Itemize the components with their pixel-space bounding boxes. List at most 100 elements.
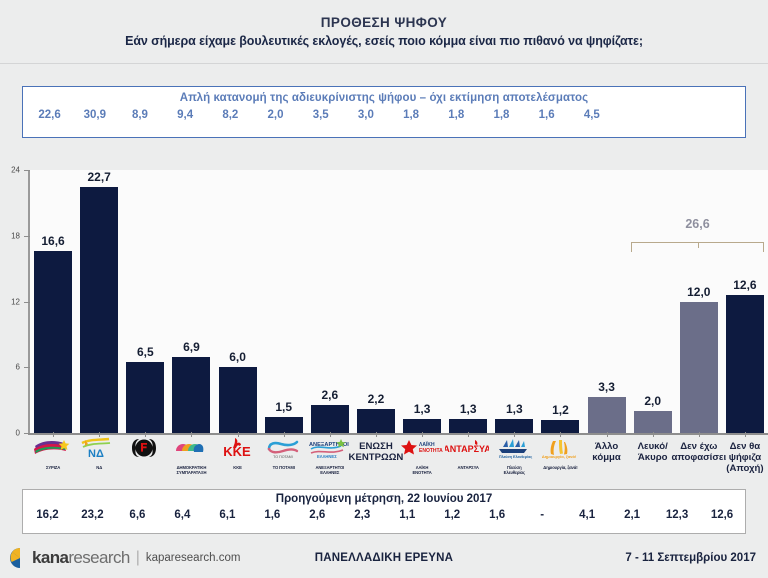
bar[interactable] [218, 367, 257, 433]
x-axis-label-plefsi[interactable]: Πλεύση Ελευθερίας Πλεύση Ελευθερίας [491, 432, 537, 485]
bar-column[interactable]: 1,5 [261, 170, 307, 433]
x-axis-tick [422, 432, 424, 437]
undecided-value: 22,6 [38, 109, 61, 121]
bar-column[interactable]: 3,3 [584, 170, 630, 433]
previous-value: 2,1 [624, 509, 641, 521]
party-name-label: ΑΝΕΞΑΡΤΗΤΟΙ ΕΛΛΗΝΕΣ [315, 465, 345, 475]
brand-name: kanaresearch [32, 548, 130, 568]
bar-column[interactable]: 2,2 [353, 170, 399, 433]
bar-column[interactable]: 2,0 [630, 170, 676, 433]
category-label: Δεν έχω αποφασίσει [671, 441, 727, 463]
bar-column[interactable]: 1,3 [399, 170, 445, 433]
bar-value-label: 6,0 [229, 350, 246, 365]
bar-series: 16,6 22,7 6,5 6,9 6,0 1,5 2,6 2,2 1,3 1,3 1,3 1,2 3,… [30, 170, 768, 433]
kke-logo-icon: ΚΚΕ [215, 437, 261, 465]
previous-value: 2,6 [309, 509, 326, 521]
survey-date: 7 - 11 Σεπτεμβρίου 2017 [625, 552, 756, 564]
bar-column[interactable]: 1,3 [491, 170, 537, 433]
undecided-value: 2,0 [267, 109, 284, 121]
party-name-label: ΑΝΤΑΡΣΥΑ [457, 465, 479, 470]
undecided-distribution-caption: Απλή κατανομή της αδιευκρίνιστης ψήφου –… [179, 92, 589, 104]
x-axis-line [28, 433, 768, 435]
bar-chart: 0 6 12 18 24 16,6 22,7 6,5 6,9 6,0 1,5 2,6 2,2 1,3 1,… [0, 145, 768, 485]
bar-column[interactable]: 6,9 [168, 170, 214, 433]
bar[interactable] [495, 418, 534, 433]
bar-column[interactable]: 6,5 [122, 170, 168, 433]
bar[interactable] [449, 418, 488, 433]
x-axis-label-lefko[interactable]: Λευκό/ Άκυρο [630, 432, 676, 485]
x-axis-label-dimsim[interactable]: ΔΗΜΟΚΡΑΤΙΚΗ ΣΥΜΠΑΡΑΤΑΞΗ [168, 432, 214, 485]
y-axis-tick-label: 6 [15, 362, 20, 372]
x-axis-label-enosi[interactable]: ΕΝΩΣΗ ΚΕΝΤΡΩΩΝ [349, 432, 403, 485]
x-axis-label-allo[interactable]: Άλλο κόμμα [584, 432, 630, 485]
undecided-value: 1,6 [538, 109, 555, 121]
x-axis-tick [99, 432, 101, 437]
party-name-label: ΛΑΪΚΗ ΕΝΟΤΗΤΑ [412, 465, 432, 475]
syriza-logo-icon [30, 437, 76, 465]
bar[interactable] [356, 408, 395, 433]
x-axis-label-syriza[interactable]: ΣΥΡΙΖΑ [30, 432, 76, 485]
bar[interactable] [633, 411, 672, 433]
bar-column[interactable]: 22,7 [76, 170, 122, 433]
bar[interactable] [725, 294, 764, 433]
x-axis-tick [329, 432, 331, 437]
bar-value-label: 12,0 [687, 284, 711, 299]
svg-text:ΑΝΕΞΑΡΤΗΤΟΙ: ΑΝΕΞΑΡΤΗΤΟΙ [309, 442, 349, 448]
bar-column[interactable]: 1,3 [445, 170, 491, 433]
previous-value: 12,3 [665, 509, 689, 521]
x-axis-tick [606, 432, 608, 437]
x-axis-tick [652, 432, 654, 437]
bar[interactable] [80, 187, 119, 433]
category-label: Δεν θα ψήφιζα (Αποχή) [726, 441, 764, 474]
y-axis-tick [24, 235, 30, 237]
undecided-value: 8,2 [222, 109, 239, 121]
x-axis-label-antarsya[interactable]: ΑΝΤΑΡΣΥΑ ΑΝΤΑΡΣΥΑ [445, 432, 491, 485]
bar-value-label: 2,0 [644, 394, 662, 409]
undecided-distribution-panel: Απλή κατανομή της αδιευκρίνιστης ψήφου –… [22, 86, 746, 138]
bar-value-label: 2,6 [321, 387, 339, 402]
bar-column[interactable]: 12,0 [676, 170, 722, 433]
bar-value-label: 16,6 [41, 234, 65, 249]
svg-text:Πλεύση Ελευθερίας: Πλεύση Ελευθερίας [499, 455, 532, 459]
x-axis-label-dimiourgia[interactable]: Δημιουργία, ξανά! Δημιουργία, ξανά! [537, 432, 583, 485]
x-axis-tick [145, 432, 147, 437]
x-axis-label-xa[interactable] [122, 432, 168, 485]
bar-value-label: 1,5 [275, 399, 293, 414]
x-axis-label-nd[interactable]: ΝΔ ΝΔ [76, 432, 122, 485]
bar-value-label: 6,5 [136, 344, 154, 359]
undecided-value: 9,4 [177, 109, 194, 121]
previous-value: - [540, 509, 545, 521]
bar-column[interactable]: 16,6 [30, 170, 76, 433]
bar-column[interactable]: 6,0 [215, 170, 261, 433]
bar[interactable] [679, 301, 718, 433]
previous-value: 23,2 [81, 509, 104, 521]
previous-value: 1,1 [399, 509, 416, 521]
bar[interactable] [403, 418, 442, 433]
x-axis-label-den-tha[interactable]: Δεν θα ψήφιζα (Αποχή) [722, 432, 768, 485]
x-axis-label-kke[interactable]: ΚΚΕ ΚΚΕ [215, 432, 261, 485]
bar[interactable] [126, 361, 165, 433]
bar[interactable] [541, 419, 580, 433]
x-axis-label-potami[interactable]: ΤΟ ΠΟΤΑΜΙ ΤΟ ΠΟΤΑΜΙ [261, 432, 307, 485]
x-axis-label-anel[interactable]: ΑΝΕΞΑΡΤΗΤΟΙ ΕΛΛΗΝΕΣ ΑΝΕΞΑΡΤΗΤΟΙ ΕΛΛΗΝΕΣ [307, 432, 353, 485]
bar[interactable] [587, 396, 626, 433]
previous-value: 4,1 [579, 509, 596, 521]
party-name-label: ΣΥΡΙΖΑ [45, 465, 61, 470]
bar-column[interactable]: 2,6 [307, 170, 353, 433]
bar-value-label: 22,7 [87, 170, 111, 184]
undecided-value: 1,8 [403, 109, 420, 121]
bar[interactable] [310, 404, 349, 433]
svg-text:ΝΔ: ΝΔ [88, 448, 104, 459]
bar-column[interactable]: 1,2 [537, 170, 583, 433]
page-title: ΠΡΟΘΕΣΗ ΨΗΦΟΥ [320, 15, 448, 30]
x-axis-tick [53, 432, 55, 437]
bar[interactable] [172, 357, 211, 433]
bar[interactable] [34, 251, 73, 433]
previous-measurement-values: 16,2 23,2 6,6 6,4 6,1 1,6 2,6 2,3 1,1 1,2 1,6 - 4,1 2… [23, 509, 745, 521]
x-axis-label-den-exo[interactable]: Δεν έχω αποφασίσει [672, 432, 726, 485]
bar-column[interactable]: 12,6 [722, 170, 768, 433]
nd-logo-icon: ΝΔ [76, 437, 122, 465]
previous-measurement-caption: Προηγούμενη μέτρηση, 22 Ιουνίου 2017 [275, 493, 493, 505]
x-axis-label-laiki[interactable]: ΛΑΪΚΗ ΕΝΟΤΗΤΑ ΛΑΪΚΗ ΕΝΟΤΗΤΑ [399, 432, 445, 485]
bar[interactable] [264, 416, 303, 433]
